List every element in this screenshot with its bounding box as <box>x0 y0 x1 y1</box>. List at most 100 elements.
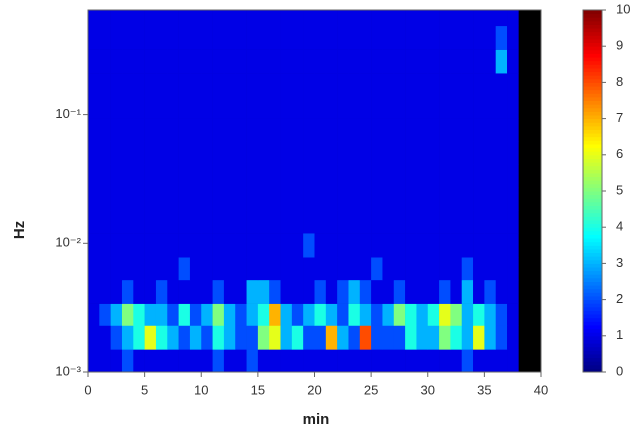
heat-cell <box>235 303 247 326</box>
heat-cell <box>167 257 179 281</box>
heat-cell <box>507 49 519 74</box>
heat-cell <box>427 141 440 165</box>
heat-cell <box>223 49 236 74</box>
heat-cell <box>212 233 225 258</box>
heat-cell <box>314 349 327 373</box>
colorbar-step <box>583 299 602 304</box>
heat-cell <box>144 187 157 211</box>
heat-cell <box>133 349 145 373</box>
heat-cell <box>405 349 417 373</box>
colorbar-step <box>583 368 602 373</box>
heat-cell <box>167 303 179 326</box>
heat-cell <box>189 233 202 258</box>
heat-cell <box>178 187 191 211</box>
heat-cell <box>416 325 429 350</box>
heat-cell <box>484 325 496 350</box>
heat-cell <box>405 25 417 50</box>
colorbar-step <box>583 274 602 279</box>
heat-cell <box>303 164 315 189</box>
heat-cell <box>280 118 293 142</box>
heat-cell <box>348 303 361 326</box>
heat-cell <box>223 95 236 119</box>
heat-cell <box>461 73 474 97</box>
colorbar-tick-label: 2 <box>616 291 623 306</box>
heat-cell <box>178 25 191 50</box>
heat-cell <box>257 73 270 97</box>
heat-cell <box>88 210 100 234</box>
heat-cell <box>416 233 429 258</box>
heat-cell <box>337 187 349 211</box>
heat-cell <box>393 73 406 97</box>
heat-cell <box>178 73 191 97</box>
heat-cell <box>212 164 225 189</box>
heat-cell <box>280 210 293 234</box>
heat-cell <box>473 257 485 281</box>
colorbar-step <box>583 107 602 112</box>
heat-cell <box>303 49 315 74</box>
heat-cell <box>450 118 463 142</box>
heat-cell <box>484 73 496 97</box>
colorbar-step <box>583 75 602 80</box>
colorbar-step <box>583 71 602 76</box>
heat-cell <box>359 25 372 50</box>
heat-cell <box>223 257 236 281</box>
heat-cell <box>325 349 338 373</box>
heat-cell <box>405 187 417 211</box>
heat-cell <box>246 233 259 258</box>
heat-cell <box>178 10 191 27</box>
colorbar-step <box>583 28 602 33</box>
heat-cell <box>246 25 259 50</box>
heat-cell <box>416 164 429 189</box>
heat-cell <box>280 73 293 97</box>
heat-cell <box>189 279 202 304</box>
heat-cell <box>337 141 349 165</box>
heat-cell <box>235 25 247 50</box>
x-tick-label: 25 <box>364 382 378 397</box>
colorbar-step <box>583 118 602 123</box>
heat-cell <box>235 118 247 142</box>
heat-cell <box>416 187 429 211</box>
heat-cell <box>212 187 225 211</box>
heat-cell <box>314 95 327 119</box>
heat-cell <box>450 164 463 189</box>
heat-cell <box>269 325 281 350</box>
heat-cell <box>235 210 247 234</box>
heat-cell <box>439 325 451 350</box>
heat-cell <box>382 349 395 373</box>
heat-cell <box>450 349 463 373</box>
heat-cell <box>405 257 417 281</box>
heat-cell <box>325 233 338 258</box>
heat-cell <box>235 279 247 304</box>
heat-cell <box>178 303 191 326</box>
heat-cell <box>133 73 145 97</box>
y-tick-label: 10⁻¹ <box>55 106 81 121</box>
colorbar-tick-label: 10 <box>616 1 630 16</box>
heat-cell <box>416 279 429 304</box>
heat-cell <box>201 73 213 97</box>
colorbar-step <box>583 216 602 221</box>
heat-cell <box>155 279 168 304</box>
heat-cell <box>314 49 327 74</box>
heat-cell <box>144 233 157 258</box>
heat-cell <box>155 187 168 211</box>
heat-cell <box>484 279 496 304</box>
heat-cell <box>88 303 100 326</box>
heat-cell <box>269 303 281 326</box>
colorbar-step <box>583 321 602 326</box>
heat-cell <box>99 210 111 234</box>
heat-cell <box>280 303 293 326</box>
heat-cell <box>189 303 202 326</box>
heat-cell <box>371 187 383 211</box>
heat-cell <box>405 210 417 234</box>
heat-cell <box>121 257 134 281</box>
heat-cell <box>121 349 134 373</box>
heat-cell <box>110 25 123 50</box>
heat-cell <box>450 303 463 326</box>
heat-cell <box>201 349 213 373</box>
colorbar-step <box>583 238 602 243</box>
heat-cell <box>99 233 111 258</box>
heat-cell <box>348 95 361 119</box>
heat-cell <box>325 73 338 97</box>
colorbar-step <box>583 96 602 101</box>
heat-cell <box>212 210 225 234</box>
